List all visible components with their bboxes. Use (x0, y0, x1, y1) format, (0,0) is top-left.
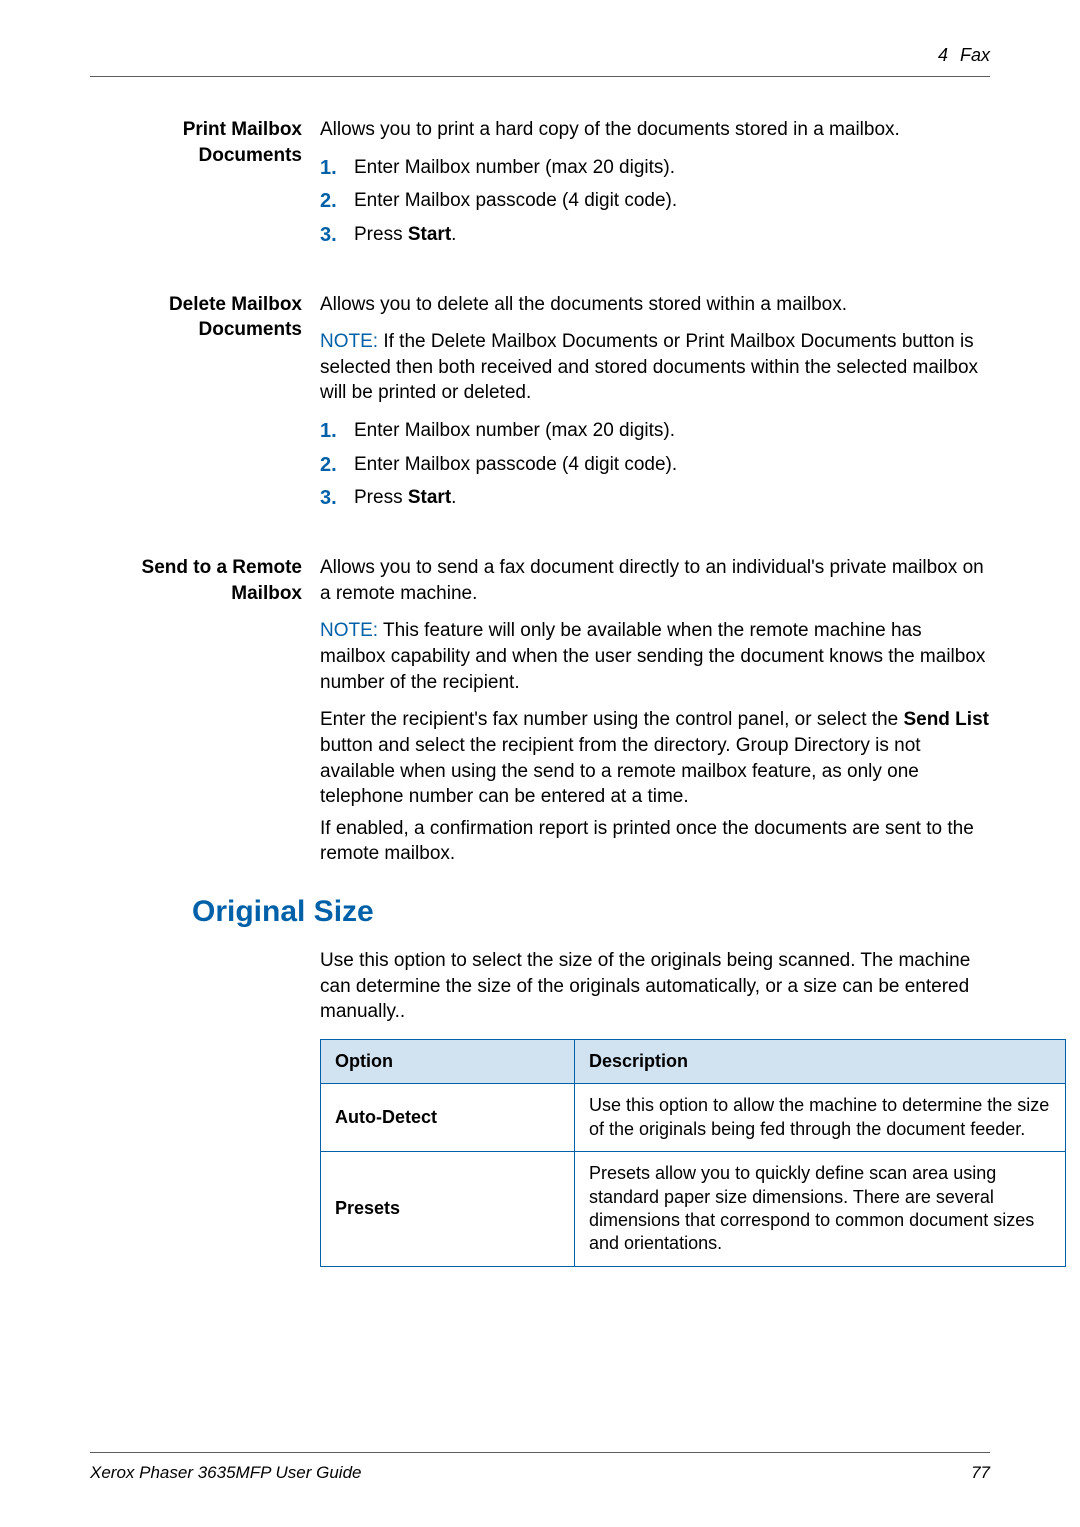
step-number: 2. (320, 452, 337, 479)
chapter-title: Fax (960, 45, 990, 66)
body-paragraph: If enabled, a confirmation report is pri… (320, 816, 990, 867)
label-line1: Send to a Remote (142, 557, 302, 578)
note-paragraph: NOTE: This feature will only be availabl… (320, 618, 990, 695)
step-item: 3. Press Start. (320, 222, 990, 248)
step-number: 1. (320, 155, 337, 182)
steps-list: 1.Enter Mailbox number (max 20 digits). … (320, 155, 990, 248)
step-text: Enter Mailbox passcode (4 digit code). (354, 454, 677, 475)
footer-rule (90, 1452, 990, 1453)
table-row: Presets Presets allow you to quickly def… (321, 1152, 1066, 1267)
step-number: 3. (320, 222, 337, 249)
step-text: Enter Mailbox number (max 20 digits). (354, 420, 675, 441)
header-rule (90, 76, 990, 77)
step-number: 2. (320, 188, 337, 215)
text-run: Enter the recipient's fax number using t… (320, 709, 903, 730)
label-line2: Mailbox (231, 583, 302, 604)
intro-text: Allows you to print a hard copy of the d… (320, 117, 990, 143)
section-delete-mailbox: Delete Mailbox Documents Allows you to d… (90, 292, 990, 519)
text-bold: Send List (903, 709, 989, 730)
intro-text: Allows you to delete all the documents s… (320, 292, 990, 318)
step-text: Enter Mailbox number (max 20 digits). (354, 157, 675, 178)
footer-guide-title: Xerox Phaser 3635MFP User Guide (90, 1463, 362, 1483)
note-text: This feature will only be available when… (320, 620, 985, 692)
note-label: NOTE: (320, 331, 378, 352)
subsection-intro: Use this option to select the size of th… (320, 948, 990, 1025)
subsection-heading-row: Original Size (192, 895, 990, 929)
step-text-prefix: Press (354, 224, 408, 245)
step-text-suffix: . (451, 487, 456, 508)
options-table: Option Description Auto-Detect Use this … (320, 1039, 1066, 1267)
column-header-option: Option (321, 1040, 575, 1084)
intro-text: Allows you to send a fax document direct… (320, 555, 990, 606)
step-number: 3. (320, 485, 337, 512)
option-label: Presets (321, 1152, 575, 1267)
step-text-bold: Start (408, 224, 451, 245)
section-content: Allows you to send a fax document direct… (320, 555, 990, 879)
section-label: Print Mailbox Documents (90, 117, 320, 256)
label-line2: Documents (199, 319, 302, 340)
section-label: Delete Mailbox Documents (90, 292, 320, 519)
label-line2: Documents (199, 145, 302, 166)
steps-list: 1.Enter Mailbox number (max 20 digits). … (320, 418, 990, 511)
section-send-remote-mailbox: Send to a Remote Mailbox Allows you to s… (90, 555, 990, 879)
page-footer: Xerox Phaser 3635MFP User Guide 77 (90, 1452, 990, 1483)
column-header-description: Description (575, 1040, 1066, 1084)
step-text: Enter Mailbox passcode (4 digit code). (354, 190, 677, 211)
step-item: 2. Enter Mailbox passcode (4 digit code). (320, 452, 990, 478)
note-text: If the Delete Mailbox Documents or Print… (320, 331, 978, 403)
option-label: Auto-Detect (321, 1084, 575, 1152)
section-label: Send to a Remote Mailbox (90, 555, 320, 879)
step-text-suffix: . (451, 224, 456, 245)
step-item: 2. Enter Mailbox passcode (4 digit code). (320, 188, 990, 214)
step-text-bold: Start (408, 487, 451, 508)
body-paragraph: Enter the recipient's fax number using t… (320, 707, 990, 810)
page-header: 4 Fax (90, 45, 990, 76)
option-description: Use this option to allow the machine to … (575, 1084, 1066, 1152)
step-number: 1. (320, 418, 337, 445)
note-paragraph: NOTE: If the Delete Mailbox Documents or… (320, 329, 990, 406)
table-header-row: Option Description (321, 1040, 1066, 1084)
subsection-heading: Original Size (192, 895, 990, 929)
chapter-number: 4 (938, 45, 948, 66)
table-row: Auto-Detect Use this option to allow the… (321, 1084, 1066, 1152)
label-line1: Print Mailbox (183, 119, 302, 140)
note-label: NOTE: (320, 620, 378, 641)
text-run: button and select the recipient from the… (320, 735, 921, 807)
step-item: 1. Enter Mailbox number (max 20 digits). (320, 418, 990, 444)
step-item: 1. Enter Mailbox number (max 20 digits). (320, 155, 990, 181)
section-print-mailbox: Print Mailbox Documents Allows you to pr… (90, 117, 990, 256)
section-content: Allows you to delete all the documents s… (320, 292, 990, 519)
label-line1: Delete Mailbox (169, 294, 302, 315)
step-text-prefix: Press (354, 487, 408, 508)
option-description: Presets allow you to quickly define scan… (575, 1152, 1066, 1267)
section-content: Allows you to print a hard copy of the d… (320, 117, 990, 256)
footer-page-number: 77 (971, 1463, 990, 1483)
step-item: 3. Press Start. (320, 485, 990, 511)
